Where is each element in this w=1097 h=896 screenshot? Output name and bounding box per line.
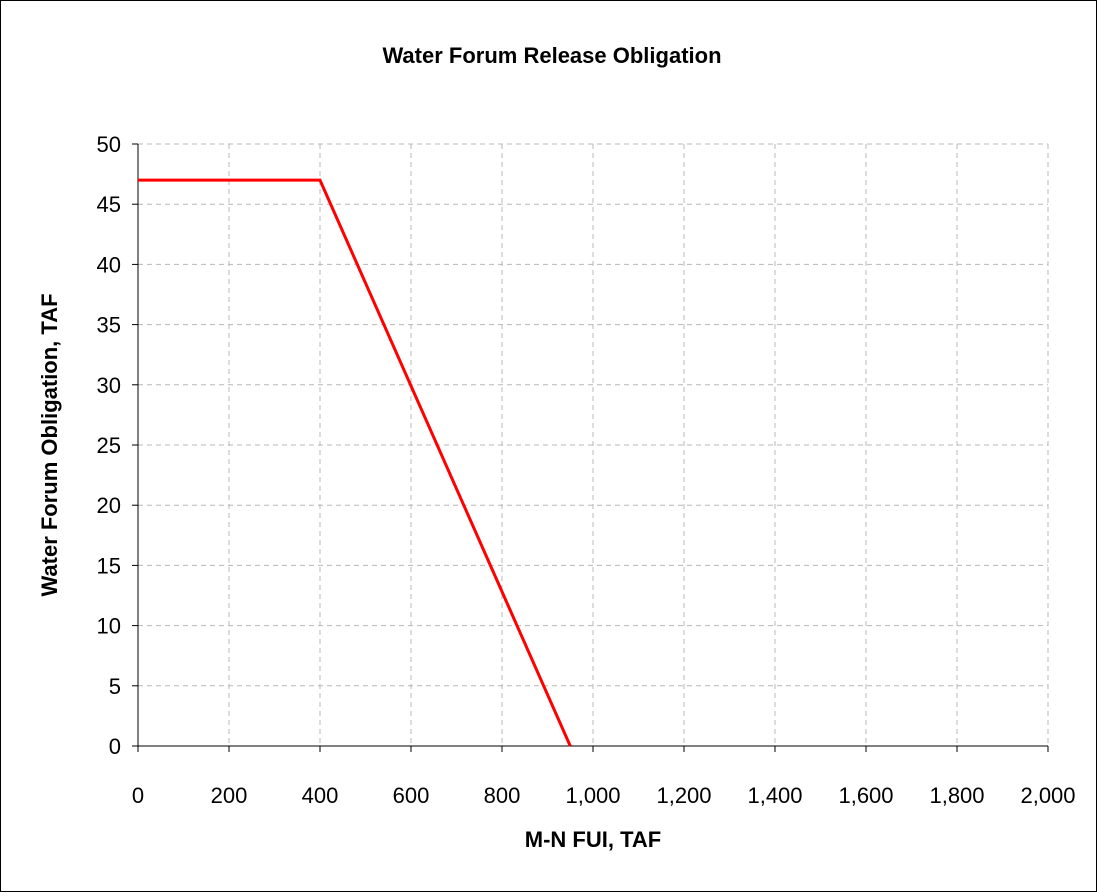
- y-tick-label: 45: [97, 192, 121, 217]
- y-tick-label: 5: [109, 674, 121, 699]
- y-tick-label: 35: [97, 313, 121, 338]
- x-tick-label: 600: [393, 783, 430, 808]
- x-tick-label: 0: [132, 783, 144, 808]
- x-tick-label: 800: [484, 783, 521, 808]
- y-tick-label: 20: [97, 493, 121, 518]
- y-tick-label: 25: [97, 433, 121, 458]
- x-tick-label: 400: [302, 783, 339, 808]
- y-axis-label: Water Forum Obligation, TAF: [37, 293, 62, 596]
- x-tick-label: 2,000: [1020, 783, 1075, 808]
- y-tick-label: 30: [97, 373, 121, 398]
- x-axis-label: M-N FUI, TAF: [525, 827, 661, 852]
- x-tick-label: 1,800: [929, 783, 984, 808]
- x-tick-label: 1,200: [656, 783, 711, 808]
- series-line: [138, 178, 572, 747]
- y-tick-label: 10: [97, 614, 121, 639]
- axis-layer: [132, 143, 1049, 752]
- y-tick-label: 40: [97, 252, 121, 277]
- series-layer: [138, 178, 572, 747]
- x-tick-label: 200: [211, 783, 248, 808]
- x-tick-label: 1,600: [838, 783, 893, 808]
- x-tick-label: 1,400: [747, 783, 802, 808]
- chart-title: Water Forum Release Obligation: [382, 43, 721, 68]
- y-tick-label: 50: [97, 132, 121, 157]
- tick-label-layer: 0 200 400 600 800 1,000 1,200 1,400 1,600 1,800 2,…: [97, 132, 1076, 808]
- grid-layer: [138, 143, 1049, 746]
- x-tick-label: 1,000: [565, 783, 620, 808]
- y-tick-label: 0: [109, 734, 121, 759]
- y-tick-label: 15: [97, 553, 121, 578]
